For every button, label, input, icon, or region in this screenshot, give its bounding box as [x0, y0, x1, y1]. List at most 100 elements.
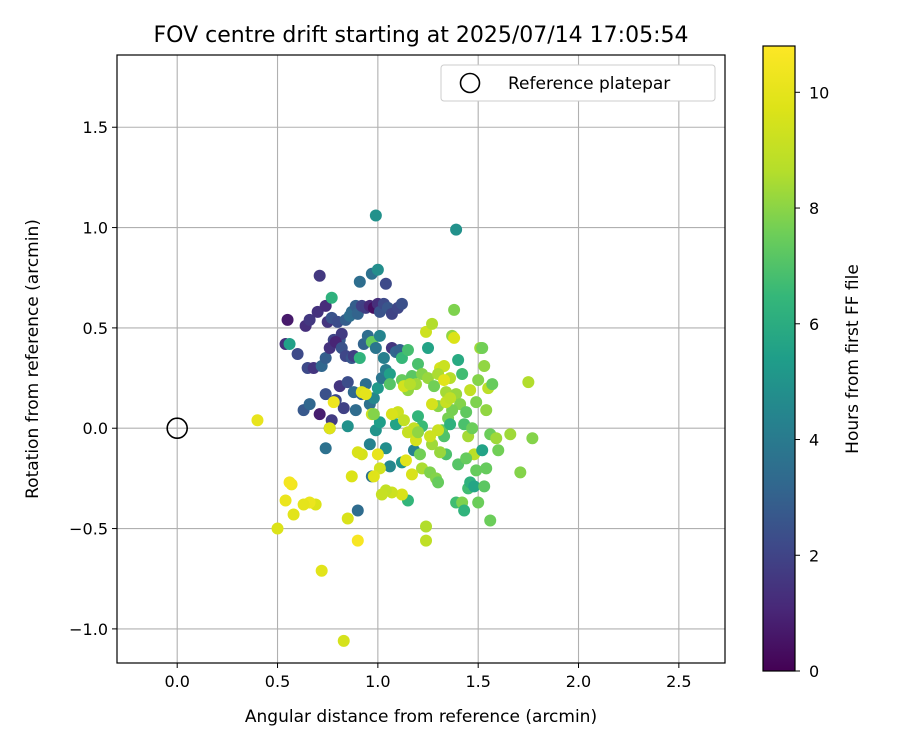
scatter-point: [383, 460, 396, 473]
y-tick-label: 0.5: [83, 319, 108, 338]
scatter-point: [327, 396, 340, 409]
scatter-point: [401, 426, 414, 439]
scatter-point: [319, 442, 332, 455]
scatter-point: [369, 209, 382, 222]
plot-frame: [116, 54, 726, 664]
scatter-point: [472, 374, 485, 387]
scatter-point: [413, 448, 426, 461]
scatter-point: [251, 414, 264, 427]
scatter-point: [405, 468, 418, 481]
colorbar-tick-label: 4: [809, 431, 819, 450]
scatter-point: [351, 504, 364, 517]
x-tick-label: 2.5: [666, 672, 691, 691]
scatter-point: [401, 343, 414, 356]
scatter-point: [341, 512, 354, 525]
scatter-point: [341, 376, 354, 389]
colorbar-tick-label: 6: [809, 315, 819, 334]
scatter-point: [470, 396, 483, 409]
scatter-point: [476, 341, 489, 354]
scatter-point: [281, 313, 294, 326]
scatter-point: [359, 388, 372, 401]
scatter-point: [526, 432, 539, 445]
scatter-point: [319, 388, 332, 401]
scatter-point: [478, 480, 491, 493]
chart-title: FOV centre drift starting at 2025/07/14 …: [154, 23, 689, 48]
scatter-point: [367, 408, 380, 421]
grid-lines: [117, 55, 725, 663]
scatter-point: [428, 380, 441, 393]
scatter-point: [395, 297, 408, 310]
scatter-point: [411, 426, 424, 439]
scatter-point: [313, 408, 326, 421]
legend: Reference platepar: [440, 64, 716, 102]
scatter-point: [458, 504, 471, 517]
scatter-point: [319, 351, 332, 364]
scatter-point: [371, 448, 384, 461]
x-tick-label: 1.0: [365, 672, 390, 691]
scatter-point: [287, 508, 300, 521]
reference-platepar-marker: [166, 417, 188, 440]
legend-reference-marker: [459, 72, 481, 94]
scatter-point: [379, 277, 392, 290]
scatter-point: [470, 464, 483, 477]
x-tick-label: 1.5: [465, 672, 490, 691]
scatter-point: [420, 520, 433, 533]
scatter-point: [452, 354, 465, 367]
colorbar-tick-label: 8: [809, 199, 819, 218]
scatter-point: [373, 329, 386, 342]
scatter-point: [438, 374, 451, 387]
scatter-point: [468, 480, 481, 493]
scatter-point: [341, 420, 354, 433]
colorbar-label: Hours from first FF file: [843, 264, 863, 454]
scatter-point: [464, 384, 477, 397]
colorbar-gradient: [762, 45, 796, 672]
scatter-point: [383, 378, 396, 391]
scatter-point: [460, 406, 473, 419]
scatter-point: [395, 488, 408, 501]
scatter-point: [411, 410, 424, 423]
colorbar-tick-label: 0: [809, 662, 819, 681]
scatter-point: [371, 263, 384, 276]
scatter-point: [325, 291, 338, 304]
scatter-point: [478, 360, 491, 373]
scatter-point: [377, 351, 390, 364]
scatter-point: [480, 462, 493, 475]
y-tick-label: −0.5: [69, 520, 108, 539]
scatter-point: [424, 430, 437, 443]
scatter-point: [279, 494, 292, 507]
scatter-point: [337, 402, 350, 415]
scatter-point: [367, 470, 380, 483]
scatter-points: [251, 209, 539, 647]
scatter-point: [492, 444, 505, 457]
reference-platepar-point: [166, 417, 188, 440]
y-axis-ticks: −1.0 −0.5 0.0 0.5 1.0 1.5: [69, 118, 117, 639]
scatter-point: [460, 452, 473, 465]
scatter-point: [313, 269, 326, 282]
scatter-point: [444, 392, 457, 405]
y-tick-label: 1.5: [83, 118, 108, 137]
scatter-point: [385, 408, 398, 421]
scatter-point: [383, 368, 396, 381]
scatter-point: [486, 378, 499, 391]
scatter-point: [399, 454, 412, 467]
colorbar: 0 2 4 6 8 10 Hours from first FF file: [762, 45, 863, 681]
x-tick-label: 0.5: [265, 672, 290, 691]
colorbar-ticks: 0 2 4 6 8 10: [795, 83, 829, 681]
scatter-point: [353, 275, 366, 288]
scatter-point: [426, 398, 439, 411]
scatter-point: [456, 368, 469, 381]
scatter-point: [472, 496, 485, 509]
legend-box: [440, 64, 716, 102]
scatter-point: [371, 382, 384, 395]
scatter-point: [522, 376, 535, 389]
colorbar-tick-label: 10: [809, 83, 829, 102]
scatter-point: [315, 564, 328, 577]
scatter-point: [448, 331, 461, 344]
scatter-point: [480, 404, 493, 417]
scatter-point: [504, 428, 517, 441]
x-tick-label: 2.0: [566, 672, 591, 691]
x-tick-label: 0.0: [164, 672, 189, 691]
scatter-point: [349, 404, 362, 417]
scatter-point: [411, 358, 424, 371]
scatter-point: [490, 432, 503, 445]
